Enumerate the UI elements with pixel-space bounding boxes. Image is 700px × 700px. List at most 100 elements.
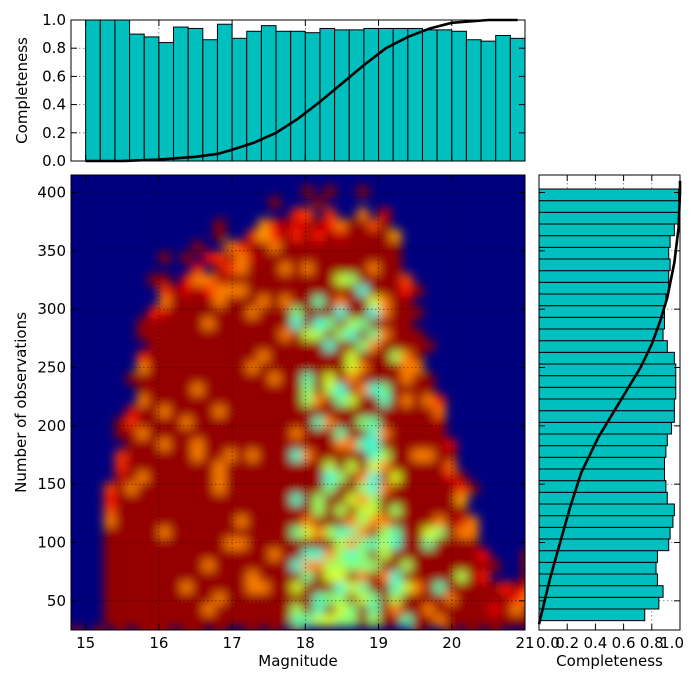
right-bar xyxy=(539,445,667,458)
top-bar xyxy=(143,36,160,161)
top-bar xyxy=(99,20,116,161)
top-bar xyxy=(129,33,145,161)
x-axis-label: Magnitude xyxy=(258,652,337,670)
right-bar xyxy=(539,386,677,400)
right-bar xyxy=(539,596,660,610)
right-bar xyxy=(539,200,680,213)
right-bar xyxy=(539,491,668,505)
top-bar xyxy=(304,32,321,161)
x-tick-label: 15 xyxy=(76,634,95,652)
right-bar xyxy=(539,503,675,517)
right-bar xyxy=(539,281,670,295)
y-tick-label: 100 xyxy=(37,534,66,552)
right-bar xyxy=(539,351,675,365)
x-tick-label: 21 xyxy=(515,634,534,652)
top-bar xyxy=(407,27,423,161)
top-y-tick-label: 0.2 xyxy=(42,124,66,142)
top-bar xyxy=(187,27,204,161)
top-bar xyxy=(85,20,101,161)
right-bar xyxy=(539,246,670,260)
top-bar xyxy=(495,35,511,161)
x-tick-label: 19 xyxy=(369,634,388,652)
top-bar xyxy=(348,29,365,161)
top-y-tick-label: 0.6 xyxy=(42,67,66,85)
top-bar xyxy=(451,30,467,161)
right-bar xyxy=(539,305,665,318)
right-bar xyxy=(539,398,675,412)
top-bar xyxy=(421,29,438,161)
right-bar xyxy=(539,573,658,587)
top-y-tick-label: 0.0 xyxy=(42,152,66,170)
right-frame xyxy=(538,174,681,631)
right-x-tick-label: 0.6 xyxy=(612,634,636,652)
top-y-tick-label: 1.0 xyxy=(42,11,66,29)
right-bar xyxy=(539,608,646,622)
top-y-axis-label: Completeness xyxy=(13,37,31,144)
right-bar xyxy=(539,585,664,598)
top-bar xyxy=(465,39,482,161)
right-bar xyxy=(539,561,657,575)
right-bar xyxy=(539,270,670,283)
right-bar xyxy=(539,235,671,248)
top-histogram: 0.0 0.2 0.4 0.6 0.8 1.0 Completeness xyxy=(13,11,526,170)
top-bar xyxy=(231,37,248,161)
y-axis-label: Number of observations xyxy=(12,312,30,493)
top-y-tick-label: 0.4 xyxy=(42,96,66,114)
right-x-tick-label: 0.2 xyxy=(555,634,579,652)
top-bar xyxy=(363,27,380,161)
right-bar xyxy=(539,211,680,225)
x-tick-label: 20 xyxy=(442,634,461,652)
right-bar xyxy=(539,293,667,307)
x-tick-label: 18 xyxy=(296,634,315,652)
right-bar xyxy=(539,375,677,388)
right-bar xyxy=(539,223,675,237)
right-bar xyxy=(539,456,665,470)
heatmap-cells xyxy=(71,186,525,630)
top-bar xyxy=(436,29,453,161)
right-bar xyxy=(539,468,665,482)
right-bar xyxy=(539,363,677,377)
right-x-tick-label: 0.8 xyxy=(640,634,664,652)
right-x-axis-label: Completeness xyxy=(556,652,663,670)
right-x-tick-label: 0.0 xyxy=(536,634,560,652)
y-tick-label: 250 xyxy=(37,359,66,377)
right-bar xyxy=(539,515,674,528)
top-bar xyxy=(114,20,131,161)
y-tick-label: 150 xyxy=(37,475,66,493)
top-bar xyxy=(202,39,218,161)
y-tick-label: 300 xyxy=(37,300,66,318)
heatmap-frame xyxy=(70,174,526,631)
top-bar xyxy=(509,37,525,161)
x-tick-label: 16 xyxy=(149,634,168,652)
y-tick-label: 400 xyxy=(37,184,66,202)
right-bar xyxy=(539,328,664,342)
right-bar xyxy=(539,433,668,447)
top-bar xyxy=(392,27,409,161)
top-bar xyxy=(275,30,292,161)
right-x-tick-label: 0.4 xyxy=(583,634,607,652)
y-tick-label: 350 xyxy=(37,242,66,260)
x-tick-label: 17 xyxy=(223,634,242,652)
top-bar xyxy=(524,67,525,161)
right-bar xyxy=(539,258,671,272)
right-bar xyxy=(539,316,665,330)
right-bar xyxy=(539,410,675,423)
top-bar xyxy=(334,29,350,161)
y-tick-label: 200 xyxy=(37,417,66,435)
right-bar xyxy=(539,526,671,540)
top-bar xyxy=(216,23,233,161)
top-completeness-curve xyxy=(85,18,518,163)
top-bar xyxy=(290,30,306,161)
top-bar xyxy=(260,25,277,161)
top-bar xyxy=(480,40,497,161)
top-frame xyxy=(70,19,526,162)
y-tick-label: 50 xyxy=(47,592,66,610)
top-bar xyxy=(173,26,189,161)
right-x-tick-label: 1.0 xyxy=(660,634,684,652)
top-y-tick-label: 0.8 xyxy=(42,39,66,57)
right-bar xyxy=(539,480,667,493)
heatmap-panel: 15 16 17 18 19 20 21 50 100 150 200 250 300 350 400 Mag… xyxy=(12,174,535,670)
right-bar xyxy=(539,188,680,202)
